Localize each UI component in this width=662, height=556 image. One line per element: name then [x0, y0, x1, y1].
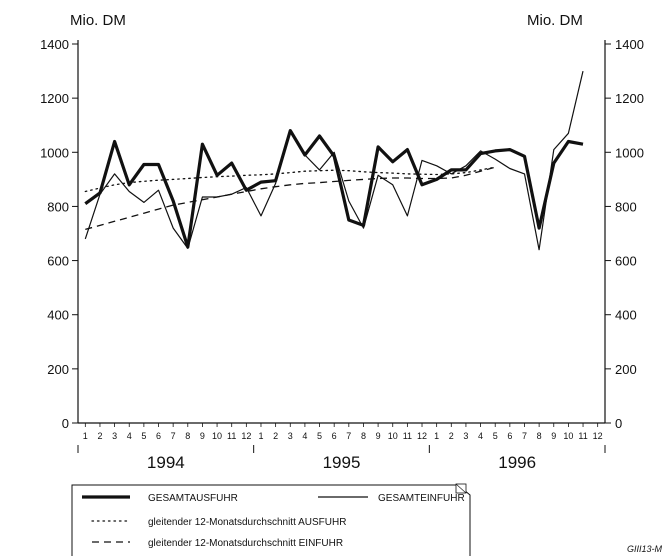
x-tick-label: 5: [141, 431, 146, 441]
x-tick-label: 6: [507, 431, 512, 441]
x-axis: 1 2 3 4 5 6 7 8 9 10 11 12 1 2 3 4 5 6 7 8 9 10 11 12 1 2 3 4 5 6 7 8 9 1…: [77, 423, 606, 472]
x-tick-label: 9: [200, 431, 205, 441]
x-tick-label: 7: [522, 431, 527, 441]
y-tick-label-right: 1200: [615, 91, 644, 106]
x-tick-label: 1: [83, 431, 88, 441]
y-tick-label-left: 200: [47, 362, 69, 377]
x-tick-label: 12: [241, 431, 251, 441]
x-tick-label: 10: [388, 431, 398, 441]
y-tick-label-left: 1000: [40, 145, 69, 160]
figure-code: GIII13-M: [627, 544, 662, 554]
y-tick-label-right: 0: [615, 416, 622, 431]
x-tick-label: 8: [537, 431, 542, 441]
x-tick-label: 4: [478, 431, 483, 441]
x-tick-label: 4: [302, 431, 307, 441]
legend-label: gleitender 12-Monatsdurchschnitt EINFUHR: [148, 538, 343, 549]
legend-label: GESAMTEINFUHR: [378, 493, 465, 504]
x-tick-label: 3: [112, 431, 117, 441]
x-tick-label: 4: [127, 431, 132, 441]
x-tick-label: 8: [185, 431, 190, 441]
year-label: 1996: [498, 453, 536, 472]
x-tick-label: 9: [376, 431, 381, 441]
x-tick-label: 3: [463, 431, 468, 441]
y-tick-label-right: 1400: [615, 37, 644, 52]
series-line-3: [84, 166, 496, 193]
x-tick-label: 6: [332, 431, 337, 441]
y-tick-label-left: 1200: [40, 91, 69, 106]
y-tick-label-left: 800: [47, 199, 69, 214]
x-tick-label: 3: [288, 431, 293, 441]
x-tick-label: 9: [551, 431, 556, 441]
series-line-1: [84, 129, 584, 249]
x-tick-label: 12: [593, 431, 603, 441]
x-tick-label: 11: [403, 431, 412, 441]
x-tick-label: 2: [97, 431, 102, 441]
series-line-2: [84, 70, 584, 251]
y-tick-label-left: 400: [47, 308, 69, 323]
x-tick-label: 1: [258, 431, 263, 441]
axes: 0 0 200 200 400 400 600 600 800 800 1000 1000 1200 12…: [40, 37, 644, 431]
year-label: 1994: [147, 453, 185, 472]
legend-box: [71, 484, 471, 556]
legend-corner-hatch: [455, 483, 467, 494]
year-label: 1995: [323, 453, 361, 472]
legend-label: gleitender 12-Monatsdurchschnitt AUSFUHR: [148, 517, 346, 528]
legend-label: GESAMTAUSFUHR: [148, 493, 238, 504]
x-tick-label: 1: [434, 431, 439, 441]
y-tick-label-right: 600: [615, 254, 637, 269]
legend: GESAMTAUSFUHR GESAMTEINFUHR gleitender 12-…: [71, 483, 471, 556]
x-tick-label: 6: [156, 431, 161, 441]
series-layer: [84, 70, 584, 251]
x-tick-label: 10: [563, 431, 573, 441]
x-tick-label: 5: [493, 431, 498, 441]
x-tick-label: 10: [212, 431, 222, 441]
x-tick-label: 12: [417, 431, 427, 441]
x-tick-label: 11: [578, 431, 587, 441]
x-tick-label: 11: [227, 431, 236, 441]
y-tick-label-left: 1400: [40, 37, 69, 52]
x-tick-label: 8: [361, 431, 366, 441]
x-tick-label: 2: [449, 431, 454, 441]
y-tick-label-right: 1000: [615, 145, 644, 160]
x-tick-label: 7: [346, 431, 351, 441]
y-tick-label-left: 600: [47, 254, 69, 269]
y-tick-label-right: 200: [615, 362, 637, 377]
y-tick-label-right: 800: [615, 199, 637, 214]
y-tick-label-left: 0: [62, 416, 69, 431]
unit-label-right: Mio. DM: [527, 12, 583, 29]
x-tick-label: 7: [171, 431, 176, 441]
series-line-4: [85, 166, 496, 231]
y-tick-label-right: 400: [615, 308, 637, 323]
x-tick-label: 5: [317, 431, 322, 441]
unit-label-left: Mio. DM: [70, 12, 126, 29]
x-tick-label: 2: [273, 431, 278, 441]
